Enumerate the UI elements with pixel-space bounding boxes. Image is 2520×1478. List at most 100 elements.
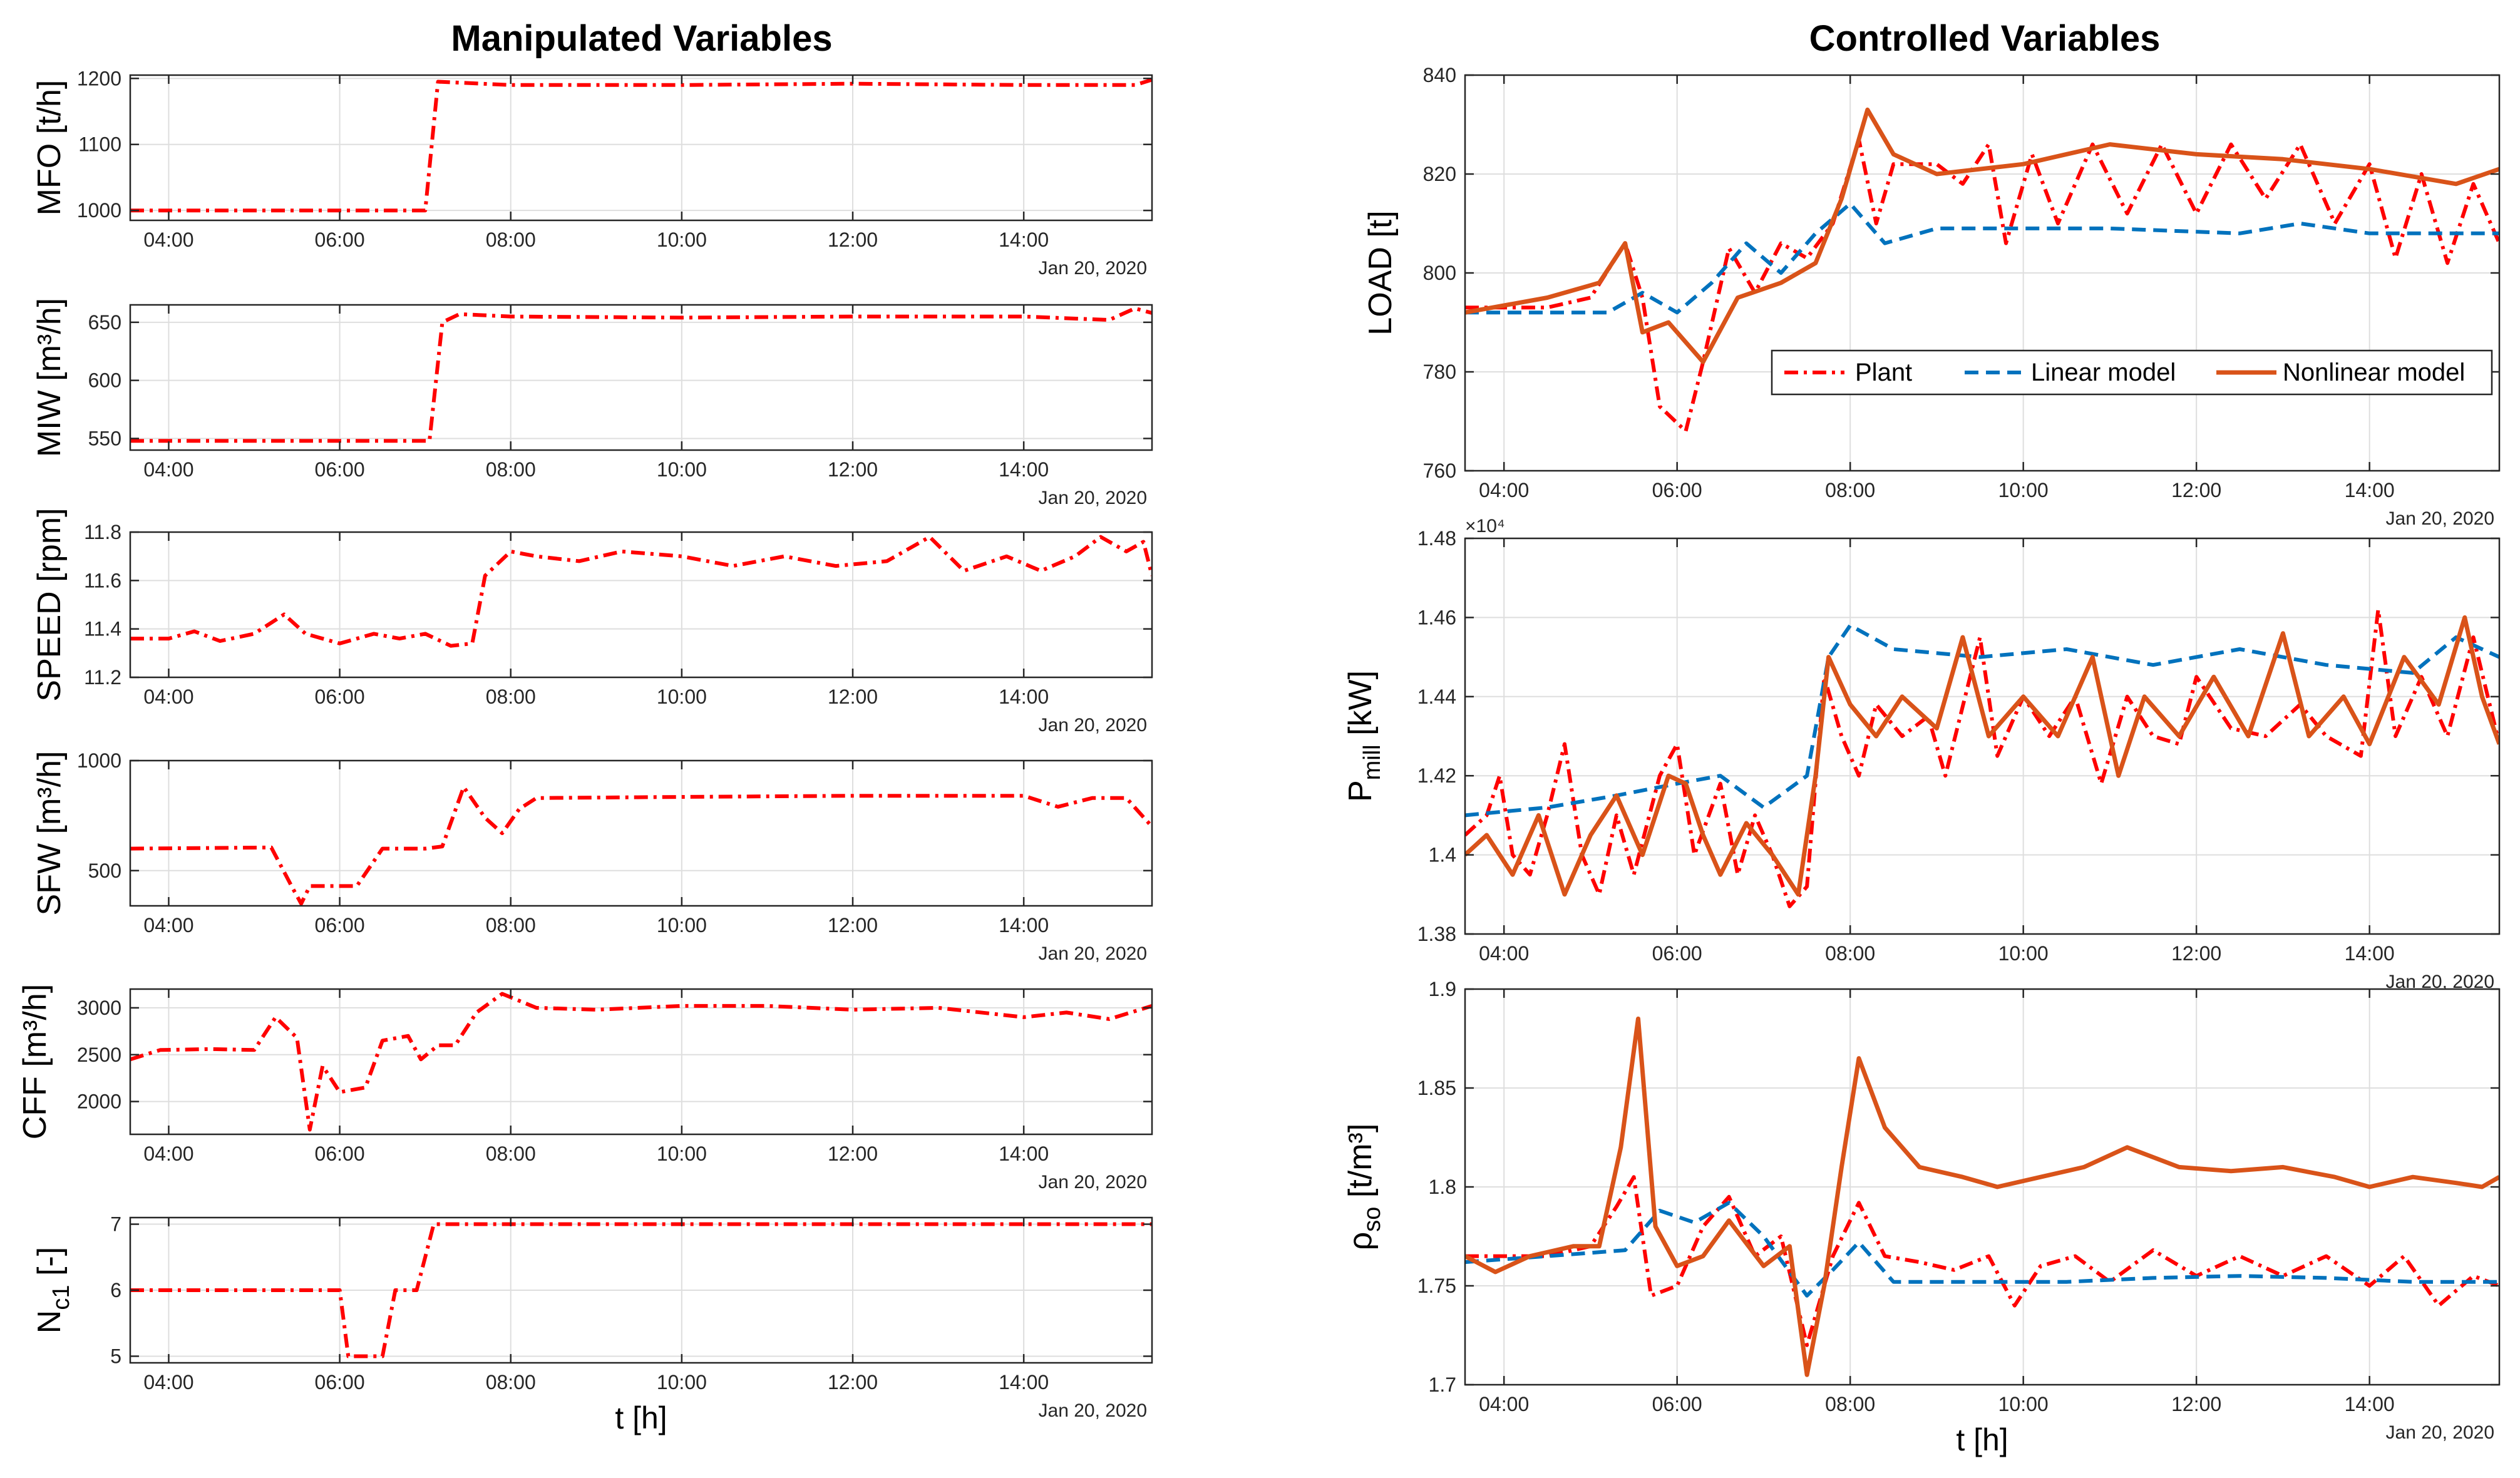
series-line-linear xyxy=(1465,202,2499,315)
legend-label-nonlinear: Nonlinear model xyxy=(2283,359,2465,386)
x-tick-label: 14:00 xyxy=(999,1371,1049,1393)
x-tick-label: 06:00 xyxy=(315,1371,365,1393)
y-tick-label: 550 xyxy=(88,427,121,449)
x-axis-label: t [h] xyxy=(1956,1422,2008,1457)
x-tick-label: 10:00 xyxy=(1998,479,2049,501)
plot-area xyxy=(130,532,1152,677)
axes-box xyxy=(1464,537,2501,935)
x-tick-label: 14:00 xyxy=(999,685,1049,708)
series-line-plant xyxy=(130,306,1152,443)
date-label: Jan 20, 2020 xyxy=(1039,1172,1147,1193)
date-label: Jan 20, 2020 xyxy=(1039,488,1147,508)
x-tick-label: 10:00 xyxy=(1998,942,2049,965)
x-tick-label: 14:00 xyxy=(2345,1393,2395,1415)
x-axis-label: t [h] xyxy=(615,1400,667,1435)
y-axis-label: ρso [t/m³] xyxy=(1342,1124,1386,1251)
x-tick-label: 10:00 xyxy=(657,228,707,251)
y-tick-label: 1.8 xyxy=(1429,1176,1456,1198)
y-tick-label: 3000 xyxy=(77,997,121,1019)
x-tick-label: 04:00 xyxy=(143,228,193,251)
series-line-plant xyxy=(130,78,1152,213)
x-tick-label: 06:00 xyxy=(315,228,365,251)
x-tick-label: 12:00 xyxy=(828,458,878,481)
chart-load: 04:00 06:00 08:00 10:00 12:00 14:00 Jan 20, 20… xyxy=(1362,64,2501,529)
x-tick-label: 04:00 xyxy=(143,1371,193,1393)
chart-cff: 04:00 06:00 08:00 10:00 12:00 14:00 Jan 20, 20… xyxy=(17,984,1153,1193)
x-tick-label: 04:00 xyxy=(1479,479,1529,501)
x-tick-label: 10:00 xyxy=(657,1371,707,1393)
x-tick-label: 10:00 xyxy=(657,458,707,481)
x-tick-label: 06:00 xyxy=(1652,479,1702,501)
y-axis-label: CFF [m³/h] xyxy=(17,984,53,1139)
axes-box xyxy=(129,759,1153,907)
x-tick-label: 12:00 xyxy=(828,685,878,708)
series-line-plant xyxy=(130,992,1152,1132)
x-tick-label: 06:00 xyxy=(1652,1393,1702,1415)
x-tick-label: 14:00 xyxy=(2345,479,2395,501)
x-tick-label: 06:00 xyxy=(315,914,365,937)
x-tick-label: 04:00 xyxy=(1479,942,1529,965)
x-tick-label: 04:00 xyxy=(1479,1393,1529,1415)
y-tick-label: 11.8 xyxy=(84,521,121,543)
axes-box xyxy=(129,74,1153,222)
legend-label-plant: Plant xyxy=(1855,359,1912,386)
x-tick-label: 12:00 xyxy=(2171,942,2221,965)
y-tick-label: 1.9 xyxy=(1429,978,1456,1000)
y-axis-label: SFW [m³/h] xyxy=(31,751,68,916)
x-tick-label: 08:00 xyxy=(486,228,536,251)
x-tick-label: 04:00 xyxy=(143,685,193,708)
x-tick-label: 14:00 xyxy=(999,914,1049,937)
x-tick-label: 06:00 xyxy=(1652,942,1702,965)
x-tick-label: 06:00 xyxy=(315,685,365,708)
y-tick-label: 1000 xyxy=(77,749,121,772)
x-tick-label: 08:00 xyxy=(1825,479,1875,501)
series-line-nonlinear xyxy=(1465,1016,2499,1377)
right-panel-title: Controlled Variables xyxy=(1809,18,2161,59)
y-tick-label: 1.42 xyxy=(1417,764,1456,787)
legend-box xyxy=(1771,349,2493,396)
chart-miw: 04:00 06:00 08:00 10:00 12:00 14:00 Jan 20, 20… xyxy=(31,298,1153,508)
y-tick-label: 1100 xyxy=(78,133,121,156)
y-tick-label: 1.85 xyxy=(1417,1077,1456,1099)
y-tick-label: 780 xyxy=(1423,361,1456,383)
y-tick-label: 11.4 xyxy=(84,618,121,640)
y-tick-label: 1.48 xyxy=(1417,527,1456,550)
y-tick-label: 760 xyxy=(1423,459,1456,482)
chart-nc1: 04:00 06:00 08:00 10:00 12:00 14:00 Jan 20, 20… xyxy=(31,1213,1153,1421)
x-tick-label: 10:00 xyxy=(657,1142,707,1165)
x-tick-label: 12:00 xyxy=(828,1371,878,1393)
x-tick-label: 12:00 xyxy=(2171,1393,2221,1415)
date-label: Jan 20, 2020 xyxy=(1039,943,1147,964)
date-label: Jan 20, 2020 xyxy=(2386,1422,2494,1443)
y-axis-label: Pmill [kW] xyxy=(1342,670,1386,802)
y-axis-label: MIW [m³/h] xyxy=(31,298,68,457)
axis-multiplier: ×10⁴ xyxy=(1465,516,1505,536)
x-tick-label: 12:00 xyxy=(2171,479,2221,501)
x-tick-label: 08:00 xyxy=(486,458,536,481)
date-label: Jan 20, 2020 xyxy=(2386,508,2494,529)
x-tick-label: 12:00 xyxy=(828,228,878,251)
chart-mfo: 04:00 06:00 08:00 10:00 12:00 14:00 Jan 20, 20… xyxy=(31,67,1153,279)
x-tick-label: 06:00 xyxy=(315,458,365,481)
date-label: Jan 20, 2020 xyxy=(1039,258,1147,279)
x-tick-label: 04:00 xyxy=(143,458,193,481)
x-tick-label: 08:00 xyxy=(486,685,536,708)
x-tick-label: 10:00 xyxy=(1998,1393,2049,1415)
y-tick-label: 1.4 xyxy=(1429,844,1456,866)
axes-box xyxy=(129,304,1153,451)
plot-area xyxy=(130,761,1152,906)
series-line-plant xyxy=(1465,1175,2499,1347)
chart-speed: 04:00 06:00 08:00 10:00 12:00 14:00 Jan 20, 20… xyxy=(31,508,1153,736)
y-axis-label: LOAD [t] xyxy=(1362,210,1399,335)
x-tick-label: 08:00 xyxy=(486,1371,536,1393)
date-label: Jan 20, 2020 xyxy=(1039,715,1147,736)
x-tick-label: 14:00 xyxy=(999,228,1049,251)
y-tick-label: 1.46 xyxy=(1417,606,1456,629)
series-line-nonlinear xyxy=(1465,107,2499,364)
chart-sfw: 04:00 06:00 08:00 10:00 12:00 14:00 Jan 20, 20… xyxy=(31,749,1153,964)
y-tick-label: 7 xyxy=(110,1213,121,1236)
x-tick-label: 08:00 xyxy=(1825,942,1875,965)
y-tick-label: 800 xyxy=(1423,262,1456,284)
plot-area xyxy=(130,305,1152,450)
